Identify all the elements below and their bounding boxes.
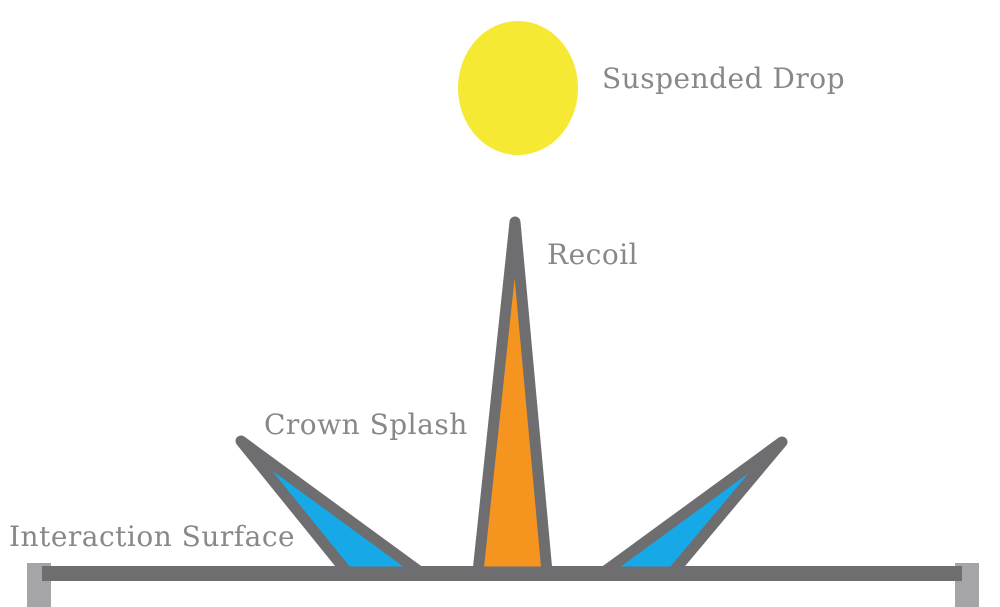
label-crown-splash: Crown Splash [264,408,468,441]
recoil-spike [472,216,553,578]
label-suspended-drop: Suspended Drop [602,62,845,95]
crown-splash-right [598,436,788,578]
label-interaction-surface: Interaction Surface [9,520,295,553]
crown-splash-left [235,435,426,578]
suspended-drop [458,21,578,155]
label-recoil: Recoil [547,238,638,271]
